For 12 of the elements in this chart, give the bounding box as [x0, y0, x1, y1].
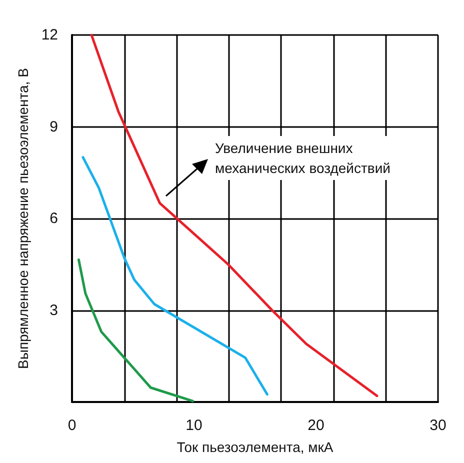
- x-tick-label: 20: [308, 417, 324, 434]
- y-axis-title: Выпрямленное напряжение пьезоэлемента, В: [15, 68, 31, 369]
- annotation: Увеличение внешних механических воздействий: [215, 140, 390, 176]
- x-tick-label: 0: [68, 417, 76, 434]
- y-tick-label: 6: [50, 210, 58, 227]
- y-tick-label: 9: [50, 118, 58, 136]
- y-tick-label: 3: [50, 302, 58, 319]
- line-series: [77, 258, 194, 402]
- x-axis-title: Ток пьезоэлемента, мкА: [176, 439, 334, 455]
- x-tick-label: 10: [186, 417, 202, 434]
- x-tick-label: 30: [430, 417, 446, 434]
- y-tick-label: 12: [41, 26, 58, 44]
